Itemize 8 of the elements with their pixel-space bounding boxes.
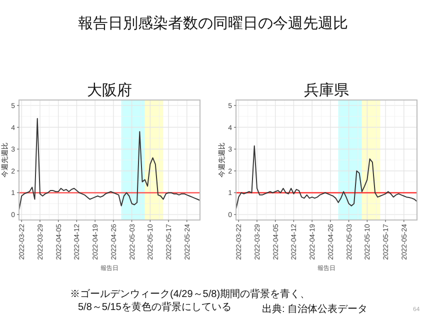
text: ※ゴールデンウィーク(4/29～5/8)期間の背景を青く、 xyxy=(70,288,310,300)
line-series xyxy=(18,118,200,211)
chart-title: 兵庫県 xyxy=(304,82,349,99)
line-series xyxy=(236,145,418,210)
text: 報告日別感染者数の同曜日の今週先週比 xyxy=(78,15,348,32)
text: 5/8～5/15を黄色の背景にしている xyxy=(78,301,232,313)
source-note: 出典: 自治体公表データ xyxy=(262,303,368,315)
chart-title: 大阪府 xyxy=(87,82,132,99)
